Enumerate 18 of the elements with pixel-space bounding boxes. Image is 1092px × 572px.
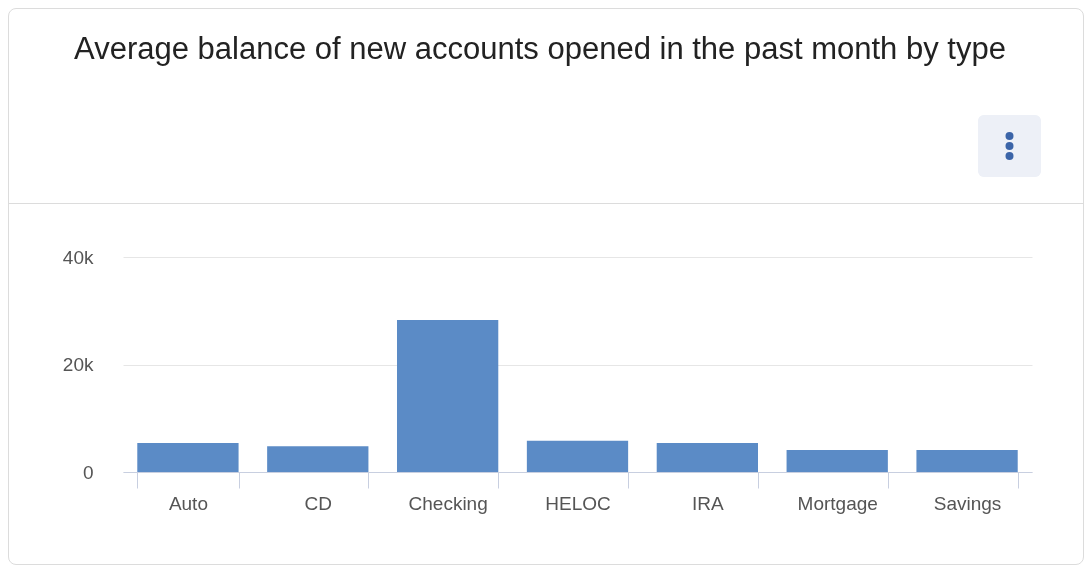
x-tick-label: Mortgage [797,492,878,514]
chart-title: Average balance of new accounts opened in the past month by type [73,30,1007,68]
x-tick-label: Savings [933,492,1002,514]
y-tick-label: 40k [62,246,94,268]
bar [267,446,369,472]
bar [397,319,499,472]
x-tick-label: Checking [408,492,488,514]
x-tick-label: Auto [168,492,208,514]
bar [137,442,239,472]
x-tick-label: HELOC [545,492,611,514]
bar [786,449,888,472]
x-tick-label: CD [304,492,333,514]
y-tick-label: 20k [62,354,94,375]
bar [656,442,758,472]
y-tick-label: 0 [82,461,94,483]
x-tick-label: IRA [692,492,725,514]
bar [526,440,629,472]
bar [916,449,1018,472]
